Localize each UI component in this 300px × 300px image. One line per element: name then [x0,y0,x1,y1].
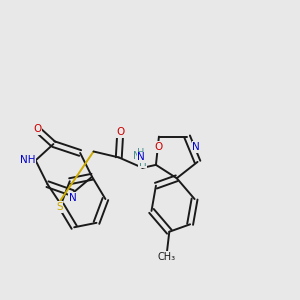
Text: O: O [33,124,41,134]
Text: CH₃: CH₃ [157,252,176,262]
Text: NH: NH [20,155,36,165]
Text: N: N [69,193,76,203]
Text: O: O [116,127,124,137]
Text: N: N [137,152,145,162]
Text: H: H [137,148,145,158]
Text: H: H [139,158,146,168]
Text: N: N [133,151,141,161]
Text: S: S [56,202,63,212]
Text: O: O [155,142,163,152]
Text: N: N [192,142,200,152]
